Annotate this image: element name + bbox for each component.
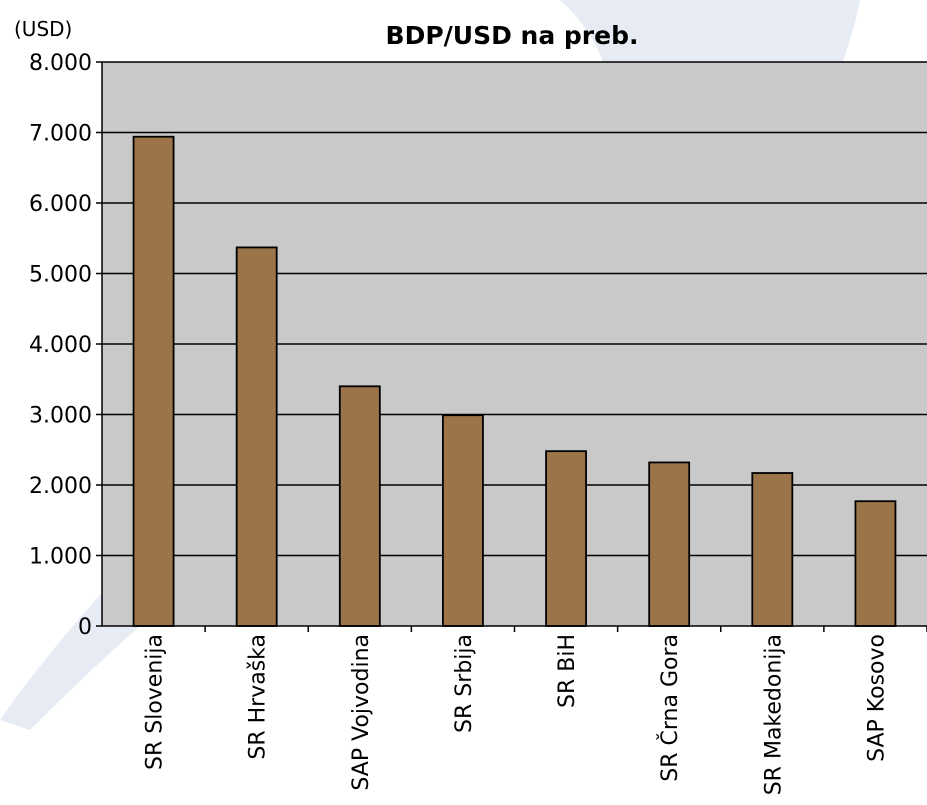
category-label: SR Črna Gora — [657, 634, 683, 782]
category-label: SAP Kosovo — [864, 634, 889, 762]
category-label: SR Srbija — [452, 634, 477, 733]
bar-2 — [338, 385, 381, 627]
bar-5 — [648, 461, 691, 627]
category-label: SR Slovenija — [143, 634, 168, 770]
y-tick-label: 2.000 — [29, 474, 92, 499]
bar-0 — [132, 135, 175, 627]
category-label: SR BiH — [555, 634, 580, 708]
bar-4 — [545, 450, 587, 627]
bar-3 — [442, 414, 484, 627]
y-axis-ticks: 0 1.000 2.000 3.000 4.000 5.000 6.000 7.000 8.00… — [29, 51, 102, 640]
y-tick-label: 7.000 — [29, 122, 92, 147]
category-label: SAP Vojvodina — [349, 634, 374, 791]
x-axis-ticks: SR Slovenija SR Hrvaška SAP Vojvodina SR Sr… — [143, 626, 927, 795]
y-tick-label: 1.000 — [29, 545, 92, 570]
y-tick-label: 8.000 — [29, 51, 92, 76]
chart-title: BDP/USD na preb. — [386, 21, 639, 50]
y-tick-label: 5.000 — [29, 263, 92, 288]
y-tick-label: 0 — [78, 615, 92, 640]
y-tick-label: 3.000 — [29, 404, 92, 429]
bar-1 — [235, 246, 278, 627]
category-label: SR Makedonija — [761, 634, 786, 795]
bar-7 — [854, 500, 897, 627]
y-unit-label: (USD) — [14, 17, 72, 41]
y-tick-label: 4.000 — [29, 333, 92, 358]
y-tick-label: 6.000 — [29, 192, 92, 217]
category-label: SR Hrvaška — [246, 634, 271, 760]
bar-6 — [751, 472, 794, 627]
bars — [132, 135, 897, 627]
